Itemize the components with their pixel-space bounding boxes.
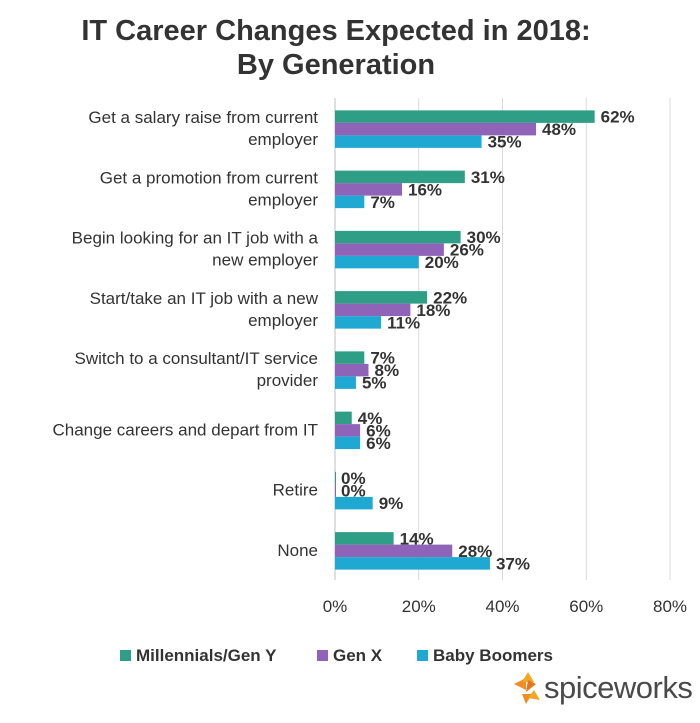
category-label: employer <box>248 130 318 149</box>
bar <box>335 557 490 570</box>
category-label: Get a salary raise from current <box>88 108 318 127</box>
bar <box>335 411 352 425</box>
data-label: 6% <box>366 434 391 453</box>
x-axis-ticks: 0% 20% 40% 60% 80% <box>323 597 687 616</box>
legend-label: Millennials/Gen Y <box>136 646 277 665</box>
legend-label: Gen X <box>333 646 383 665</box>
data-label: 0% <box>341 469 366 488</box>
legend-swatch <box>417 650 428 661</box>
legend-swatch <box>317 650 328 661</box>
bar <box>335 110 595 123</box>
data-label: 14% <box>400 529 434 548</box>
category-labels: Get a salary raise from current employer G… <box>52 108 318 560</box>
x-tick-label: 40% <box>485 597 519 616</box>
bar <box>335 230 461 244</box>
bar <box>335 183 402 196</box>
data-label: 7% <box>370 349 395 368</box>
category-label: Retire <box>273 481 318 500</box>
spiceworks-logo: spiceworks <box>514 670 693 705</box>
category-label: None <box>277 541 318 560</box>
data-label: 26% <box>450 241 484 260</box>
bar <box>335 471 336 485</box>
bar <box>335 532 394 545</box>
bar <box>335 243 444 256</box>
chart-title-line-1: IT Career Changes Expected in 2018: <box>81 15 590 47</box>
bar <box>335 351 365 364</box>
category-label: provider <box>257 371 319 390</box>
data-label: 62% <box>601 108 635 127</box>
data-label: 35% <box>488 133 522 152</box>
data-label: 16% <box>408 180 442 199</box>
legend: Millennials/Gen Y Gen X Baby Boomers <box>120 646 553 665</box>
x-tick-label: 20% <box>402 597 436 616</box>
data-label: 48% <box>542 120 576 139</box>
spiceworks-logo-icon <box>514 672 540 704</box>
data-label: 11% <box>387 313 420 332</box>
category-label: Start/take an IT job with a new <box>90 289 319 308</box>
x-tick-label: 80% <box>653 597 687 616</box>
data-label: 20% <box>425 253 459 272</box>
bar <box>335 291 428 304</box>
bar <box>335 496 373 510</box>
data-label: 7% <box>370 193 395 212</box>
bar <box>335 424 361 437</box>
data-label: 9% <box>379 494 404 513</box>
data-labels: 62%48%35%31%16%7%30%26%20%22%18%11%7%8%5… <box>341 108 635 574</box>
category-label: Begin looking for an IT job with a <box>72 229 319 248</box>
category-label: employer <box>248 311 318 330</box>
bars <box>335 110 595 570</box>
legend-label: Baby Boomers <box>433 646 553 665</box>
bar <box>335 544 453 558</box>
bar <box>335 195 365 209</box>
category-label: Get a promotion from current <box>100 168 319 187</box>
data-label: 22% <box>433 288 467 307</box>
data-label: 5% <box>362 374 387 393</box>
data-label: 18% <box>416 301 450 320</box>
data-label: 37% <box>496 554 530 573</box>
chart-title-line-2: By Generation <box>237 49 435 81</box>
x-tick-label: 0% <box>323 597 348 616</box>
bar <box>335 376 356 389</box>
bar <box>335 316 382 329</box>
bar <box>335 484 336 497</box>
brand-name: spiceworks <box>544 670 692 705</box>
bar <box>335 303 411 317</box>
bar <box>335 255 419 269</box>
chart-title: IT Career Changes Expected in 2018: By G… <box>81 15 590 81</box>
data-label: 8% <box>375 361 400 380</box>
bar <box>335 436 361 450</box>
bar <box>335 135 482 148</box>
data-label: 4% <box>358 409 383 428</box>
legend-swatch <box>120 650 131 661</box>
x-tick-label: 60% <box>569 597 603 616</box>
data-label: 30% <box>467 228 501 247</box>
category-label: Change careers and depart from IT <box>52 420 318 439</box>
bar <box>335 363 369 377</box>
category-label: Switch to a consultant/IT service <box>75 349 318 368</box>
data-label: 28% <box>458 542 492 561</box>
category-label: employer <box>248 190 318 209</box>
data-label: 31% <box>471 168 505 187</box>
bar <box>335 122 536 136</box>
data-label: 6% <box>366 421 391 440</box>
category-label: new employer <box>212 251 318 270</box>
bar <box>335 170 465 184</box>
data-label: 0% <box>341 482 366 501</box>
